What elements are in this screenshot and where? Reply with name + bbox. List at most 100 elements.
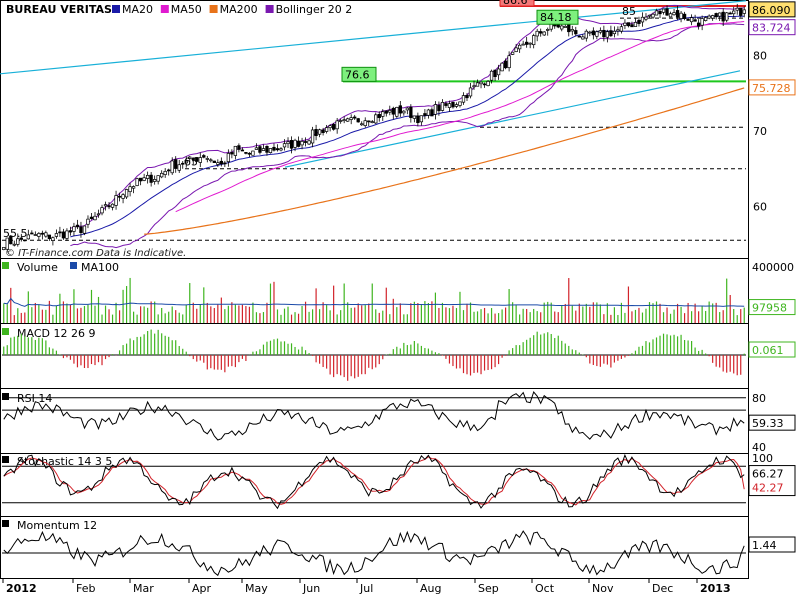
candle: [500, 62, 504, 72]
candle: [714, 13, 718, 18]
candle: [651, 13, 655, 18]
candle: [339, 120, 343, 122]
legend-swatch: [265, 5, 274, 13]
candle: [377, 113, 381, 119]
volume-axis-tick: 400000: [752, 261, 794, 274]
candle: [205, 158, 209, 160]
candle: [107, 205, 111, 208]
candle: [54, 233, 59, 237]
candle: [598, 30, 603, 33]
candle: [739, 7, 743, 16]
candle: [317, 129, 322, 135]
legend-item-ma20: MA20: [122, 3, 153, 16]
candle: [219, 160, 223, 165]
candle: [588, 31, 592, 34]
candle: [675, 10, 680, 18]
candle: [503, 60, 508, 69]
candle: [458, 101, 462, 106]
candle: [430, 109, 434, 117]
candle: [577, 35, 581, 38]
x-axis-label-jun: Jun: [302, 582, 320, 595]
legend-swatch: [2, 520, 9, 527]
candle: [237, 145, 241, 150]
candle: [510, 51, 515, 55]
candle: [93, 215, 97, 221]
candle: [349, 117, 353, 120]
candle: [409, 106, 413, 118]
candle: [398, 105, 402, 114]
candle: [532, 35, 536, 46]
candle: [395, 106, 399, 117]
candle: [437, 105, 441, 112]
chart-title: BUREAU VERITAS: [6, 3, 112, 16]
price-label-box: [341, 66, 377, 82]
candle: [707, 15, 711, 19]
candle: [233, 145, 238, 156]
volume-ma100-legend-label: MA100: [81, 261, 119, 274]
price-value-75-728: 75.728: [752, 82, 791, 95]
candle: [693, 19, 697, 22]
candle: [468, 87, 473, 97]
candle: [135, 178, 139, 186]
candle: [310, 129, 315, 144]
candles-group: [2, 3, 746, 253]
candle: [689, 17, 694, 23]
candle: [742, 9, 746, 14]
candle: [356, 118, 360, 123]
rsi-axis-tick: 40: [752, 441, 766, 454]
candle: [145, 174, 150, 179]
stochastic-k-line: [3, 453, 745, 510]
candle: [23, 239, 27, 242]
candle: [265, 145, 269, 153]
candle: [388, 110, 392, 113]
candle: [402, 110, 406, 114]
candle: [384, 110, 388, 114]
candle: [482, 83, 487, 86]
candle: [128, 186, 132, 193]
candle: [489, 70, 494, 81]
volume-value-label: 97958: [752, 302, 787, 315]
candle: [110, 203, 115, 208]
candle: [647, 14, 652, 17]
candle: [198, 157, 202, 163]
candle: [370, 121, 374, 124]
candle: [416, 115, 420, 123]
candle: [174, 159, 178, 169]
candle: [181, 162, 185, 165]
candle: [661, 8, 666, 13]
candle: [153, 179, 157, 182]
candle: [732, 10, 736, 15]
rsi-value-box: [748, 414, 796, 431]
x-axis-label-2012: 2012: [6, 582, 37, 595]
trendline-lower: [284, 70, 741, 168]
candle: [2, 247, 6, 250]
volume-legend-label: Volume: [17, 261, 58, 274]
candle: [170, 160, 174, 174]
candle: [563, 25, 567, 28]
candle: [191, 158, 195, 160]
candle: [637, 19, 641, 24]
candle: [244, 152, 248, 154]
candle: [33, 234, 37, 236]
candle: [331, 124, 336, 130]
rsi-axis-tick: 80: [752, 392, 766, 405]
candle: [419, 115, 424, 123]
candle: [381, 111, 385, 117]
candle: [665, 8, 669, 16]
candle: [258, 146, 262, 153]
candle: [479, 81, 483, 85]
candle: [335, 120, 339, 130]
price-axis-tick: 80: [753, 50, 767, 63]
candle: [167, 169, 171, 172]
candle: [75, 224, 80, 228]
stochastic-k-value: 66.27: [752, 468, 784, 481]
volume-value-box: [748, 299, 796, 316]
candle: [539, 31, 543, 34]
candle: [528, 42, 532, 45]
candle: [493, 69, 497, 78]
candle: [149, 174, 153, 183]
candle: [212, 160, 216, 163]
legend-swatch: [2, 328, 9, 335]
candle: [616, 29, 620, 32]
x-axis-label-nov: Nov: [592, 582, 614, 595]
